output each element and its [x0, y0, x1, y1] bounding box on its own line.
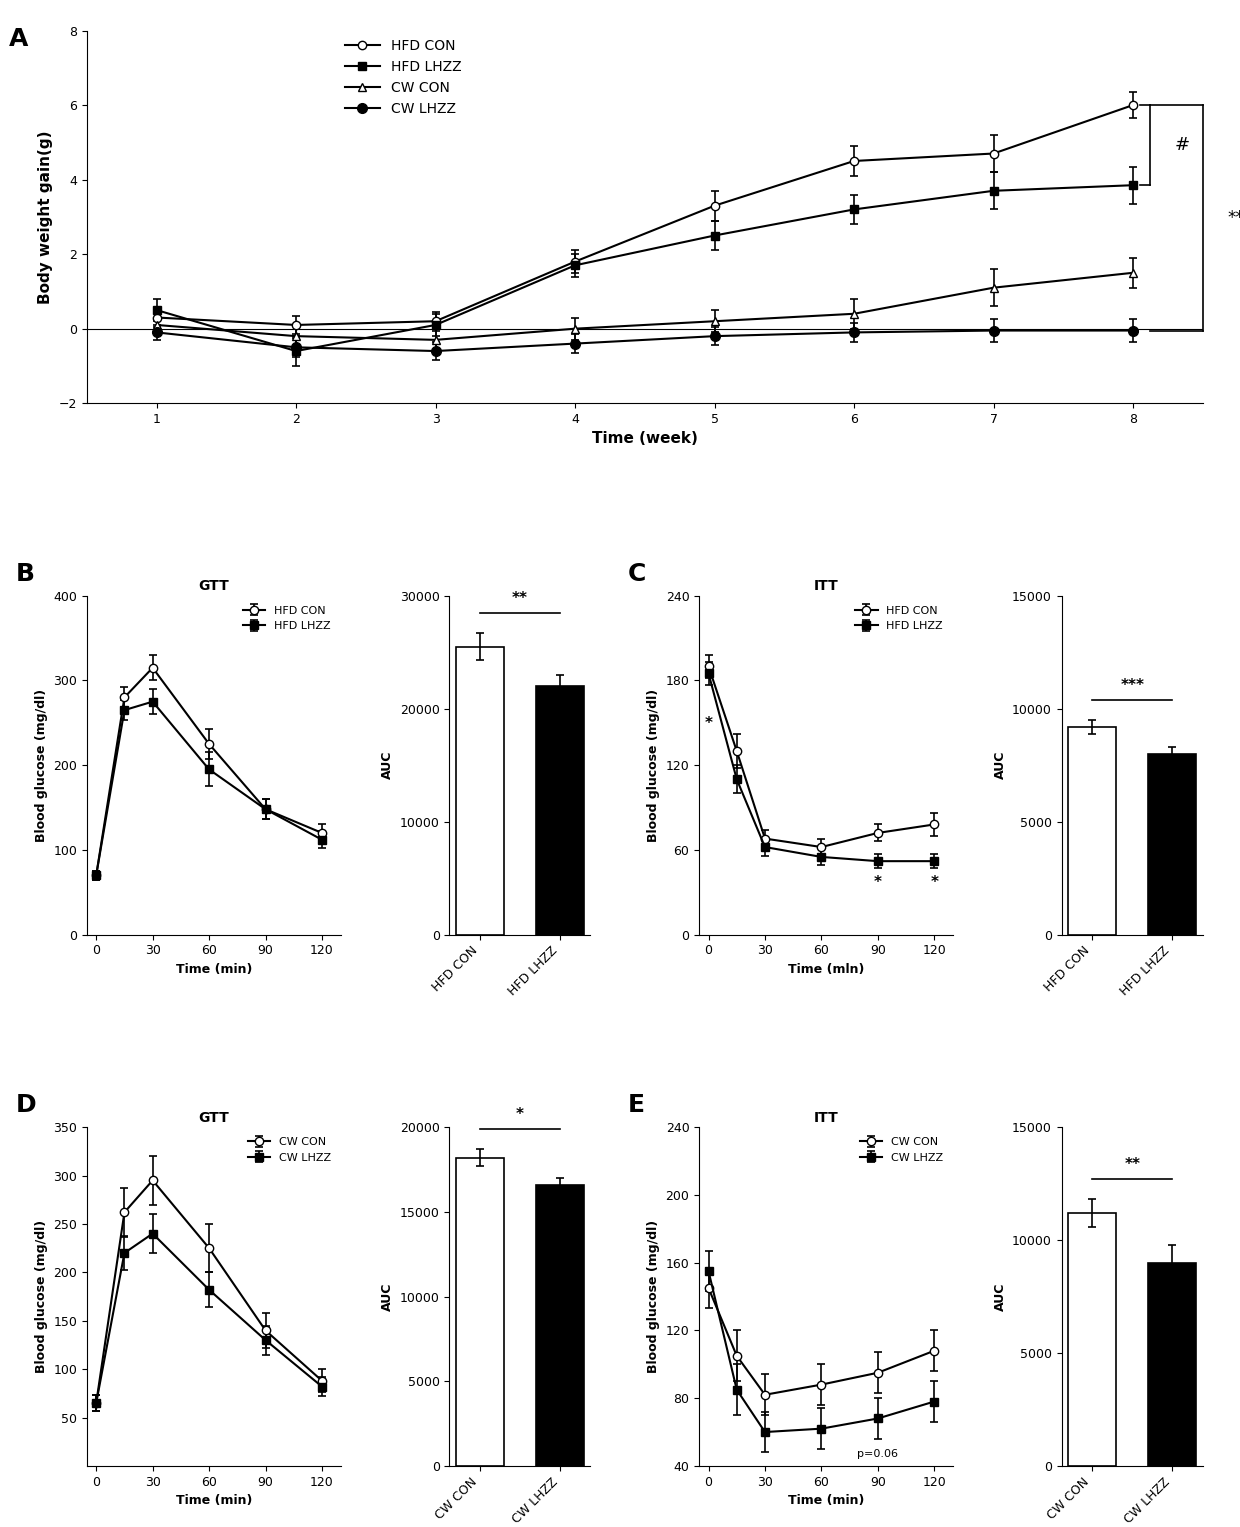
Bar [1068, 1212, 1116, 1466]
X-axis label: Time (week): Time (week) [591, 432, 698, 446]
Legend: CW CON, CW LHZZ: CW CON, CW LHZZ [243, 1133, 335, 1167]
Y-axis label: Blood glucose (mg/dl): Blood glucose (mg/dl) [647, 689, 660, 841]
Text: D: D [16, 1093, 36, 1118]
Bar [456, 1157, 503, 1466]
Text: E: E [627, 1093, 645, 1118]
Text: *: * [704, 716, 713, 731]
Text: C: C [627, 562, 646, 586]
Y-axis label: AUC: AUC [993, 751, 1007, 779]
Text: #: # [1176, 136, 1190, 154]
Text: p=0.06: p=0.06 [857, 1449, 898, 1458]
Y-axis label: Body weight gain(g): Body weight gain(g) [38, 130, 53, 304]
Y-axis label: Blood glucose (mg/dl): Blood glucose (mg/dl) [35, 689, 47, 841]
X-axis label: Time (min): Time (min) [787, 1495, 864, 1507]
Y-axis label: Blood glucose (mg/dl): Blood glucose (mg/dl) [35, 1220, 47, 1373]
Text: ***: *** [1228, 209, 1240, 228]
Text: **: ** [512, 591, 528, 606]
Y-axis label: AUC: AUC [381, 751, 394, 779]
Title: GTT: GTT [198, 1110, 229, 1124]
Y-axis label: AUC: AUC [381, 1283, 394, 1310]
Title: ITT: ITT [813, 1110, 838, 1124]
X-axis label: Time (mln): Time (mln) [787, 964, 864, 976]
Y-axis label: Blood glucose (mg/dl): Blood glucose (mg/dl) [647, 1220, 660, 1373]
Legend: HFD CON, HFD LHZZ, CW CON, CW LHZZ: HFD CON, HFD LHZZ, CW CON, CW LHZZ [340, 34, 466, 122]
X-axis label: Time (min): Time (min) [176, 964, 252, 976]
X-axis label: Time (min): Time (min) [176, 1495, 252, 1507]
Bar [456, 646, 503, 935]
Text: A: A [9, 27, 29, 50]
Title: GTT: GTT [198, 579, 229, 592]
Text: *: * [874, 875, 882, 890]
Bar [536, 1185, 584, 1466]
Bar [1068, 727, 1116, 935]
Text: *: * [516, 1107, 525, 1122]
Bar [1148, 754, 1197, 935]
Legend: CW CON, CW LHZZ: CW CON, CW LHZZ [856, 1133, 947, 1167]
Text: *: * [930, 875, 939, 890]
Legend: HFD CON, HFD LHZZ: HFD CON, HFD LHZZ [238, 602, 335, 635]
Text: ***: *** [1120, 678, 1145, 693]
Text: B: B [16, 562, 35, 586]
Y-axis label: AUC: AUC [993, 1283, 1007, 1310]
Title: ITT: ITT [813, 579, 838, 592]
Bar [536, 686, 584, 935]
Bar [1148, 1263, 1197, 1466]
Text: **: ** [1125, 1157, 1141, 1173]
Legend: HFD CON, HFD LHZZ: HFD CON, HFD LHZZ [851, 602, 947, 635]
